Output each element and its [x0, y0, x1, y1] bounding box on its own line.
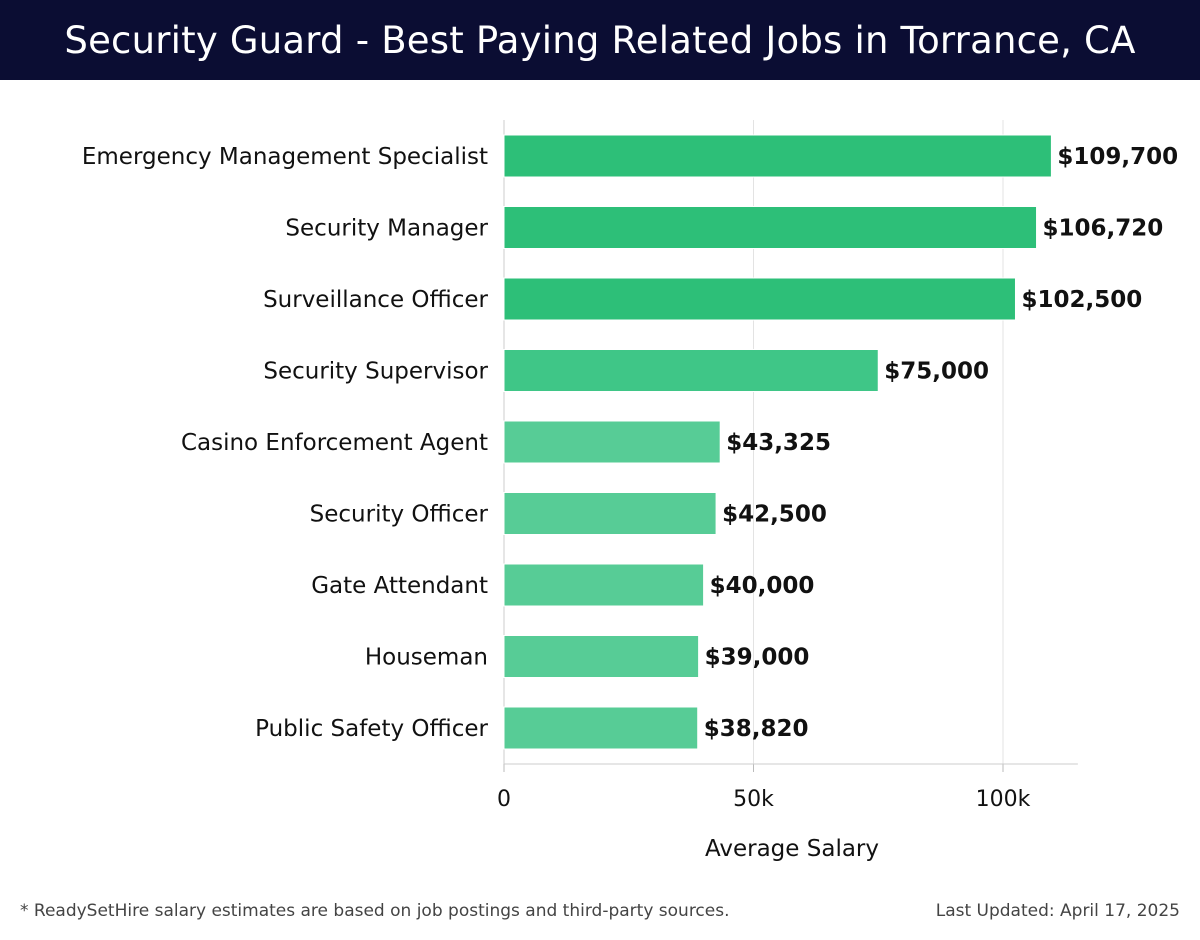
x-tick-label: 0: [497, 787, 511, 812]
bar: [503, 134, 1052, 178]
category-label: Security Manager: [285, 216, 488, 242]
bar: [503, 492, 717, 535]
data-label: $109,700: [1057, 144, 1178, 170]
bar: [503, 349, 879, 392]
bar: [503, 206, 1038, 249]
x-axis-title: Average Salary: [705, 836, 879, 862]
labels: Emergency Management Specialist $109,700 S…: [82, 144, 1178, 742]
category-label: Gate Attendant: [311, 573, 488, 599]
chart-header: Security Guard - Best Paying Related Job…: [0, 0, 1200, 80]
bars: [503, 134, 1052, 750]
last-updated: Last Updated: April 17, 2025: [935, 901, 1180, 921]
category-label: Casino Enforcement Agent: [181, 430, 488, 456]
bar: [503, 635, 700, 678]
category-label: Emergency Management Specialist: [82, 144, 488, 170]
data-label: $102,500: [1021, 287, 1142, 313]
bar: [503, 706, 699, 750]
data-label: $39,000: [705, 645, 810, 671]
category-label: Security Supervisor: [263, 359, 488, 385]
bar-chart: 0 50k 100k Average Salary Emergency Managem…: [82, 120, 1178, 862]
x-tick-label: 50k: [733, 787, 774, 812]
footer-note: * ReadySetHire salary estimates are base…: [20, 901, 730, 921]
category-label: Houseman: [365, 645, 488, 671]
data-label: $43,325: [726, 430, 831, 456]
data-label: $40,000: [710, 573, 815, 599]
bar: [503, 277, 1016, 321]
data-label: $38,820: [704, 716, 809, 742]
bar: [503, 563, 705, 607]
category-label: Security Officer: [310, 502, 489, 528]
x-tick-label: 100k: [976, 787, 1031, 812]
chart-title: Security Guard - Best Paying Related Job…: [64, 18, 1136, 62]
bar: [503, 420, 721, 464]
data-label: $106,720: [1043, 216, 1164, 242]
data-label: $42,500: [722, 502, 827, 528]
data-label: $75,000: [884, 359, 989, 385]
category-label: Public Safety Officer: [255, 716, 488, 742]
category-label: Surveillance Officer: [263, 287, 488, 313]
